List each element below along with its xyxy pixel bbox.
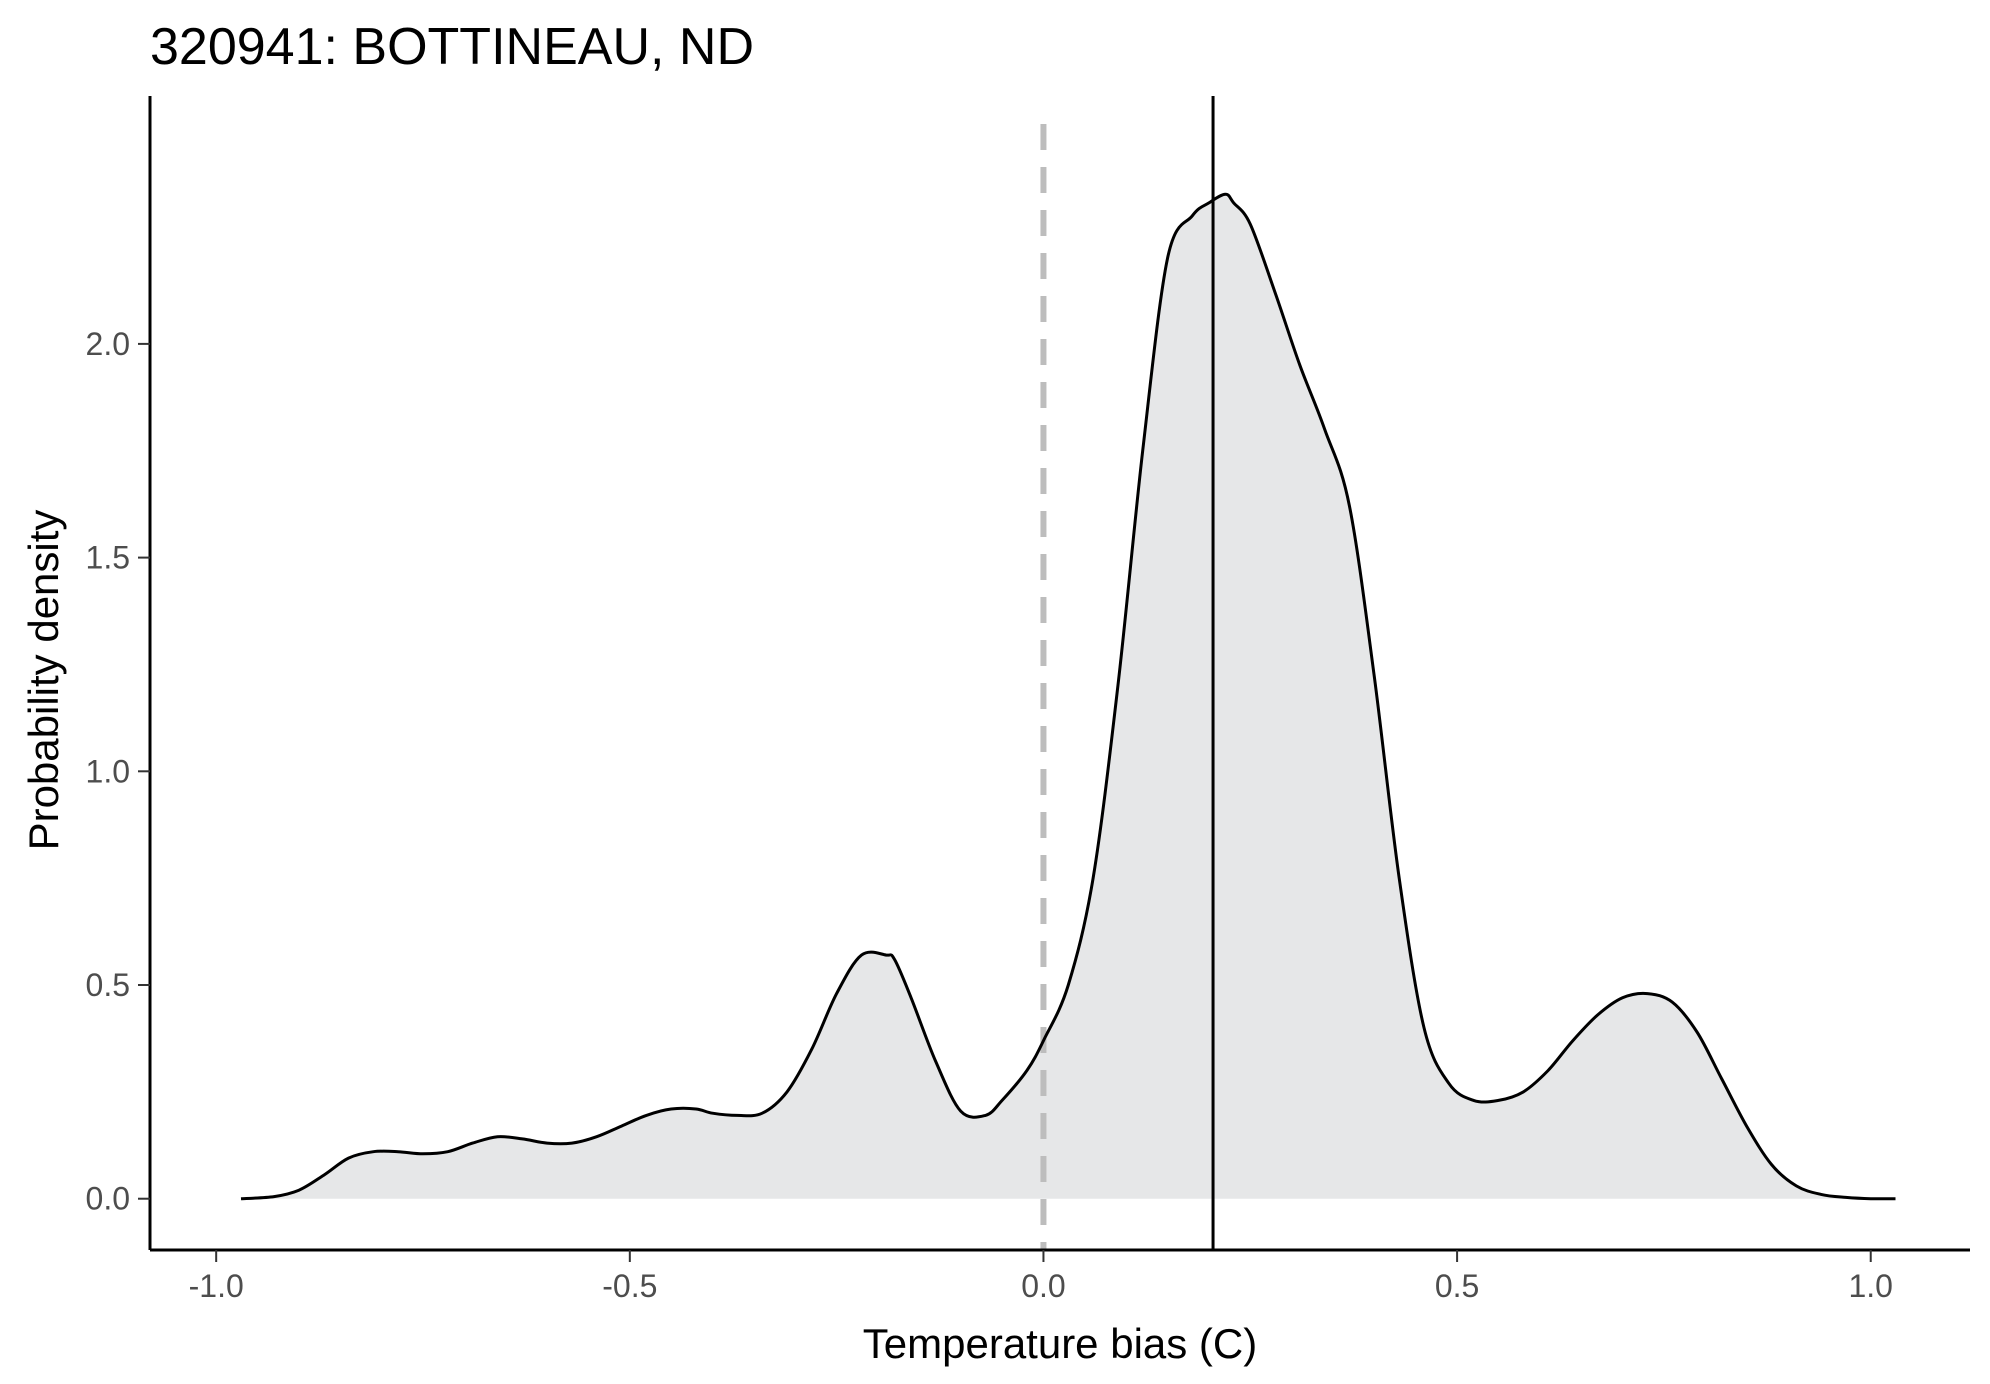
x-tick-label: 0.0: [1021, 1268, 1065, 1304]
y-tick-label: 0.0: [86, 1181, 130, 1217]
axes: -1.0 -0.5 0.0 0.5 1.0 0.0 0.5 1.0 1.5 2.0: [86, 96, 1970, 1304]
x-tick-label: 1.0: [1848, 1268, 1892, 1304]
x-tick-label: -0.5: [602, 1268, 657, 1304]
density-fill: [241, 194, 1896, 1199]
x-tick-label: 0.5: [1435, 1268, 1479, 1304]
y-tick-label: 1.0: [86, 753, 130, 789]
y-axis-ticks: 0.0 0.5 1.0 1.5 2.0: [86, 326, 150, 1217]
plot-area: [240, 96, 1896, 1250]
chart-title: 320941: BOTTINEAU, ND: [150, 18, 754, 76]
density-curve: [240, 192, 1896, 1201]
x-tick-label: -1.0: [189, 1268, 244, 1304]
y-tick-label: 0.5: [86, 967, 130, 1003]
x-axis-ticks: -1.0 -0.5 0.0 0.5 1.0: [189, 1250, 1893, 1304]
y-axis-label: Probability density: [20, 510, 67, 851]
x-axis-label: Temperature bias (C): [863, 1320, 1257, 1367]
y-tick-label: 1.5: [86, 540, 130, 576]
y-tick-label: 2.0: [86, 326, 130, 362]
